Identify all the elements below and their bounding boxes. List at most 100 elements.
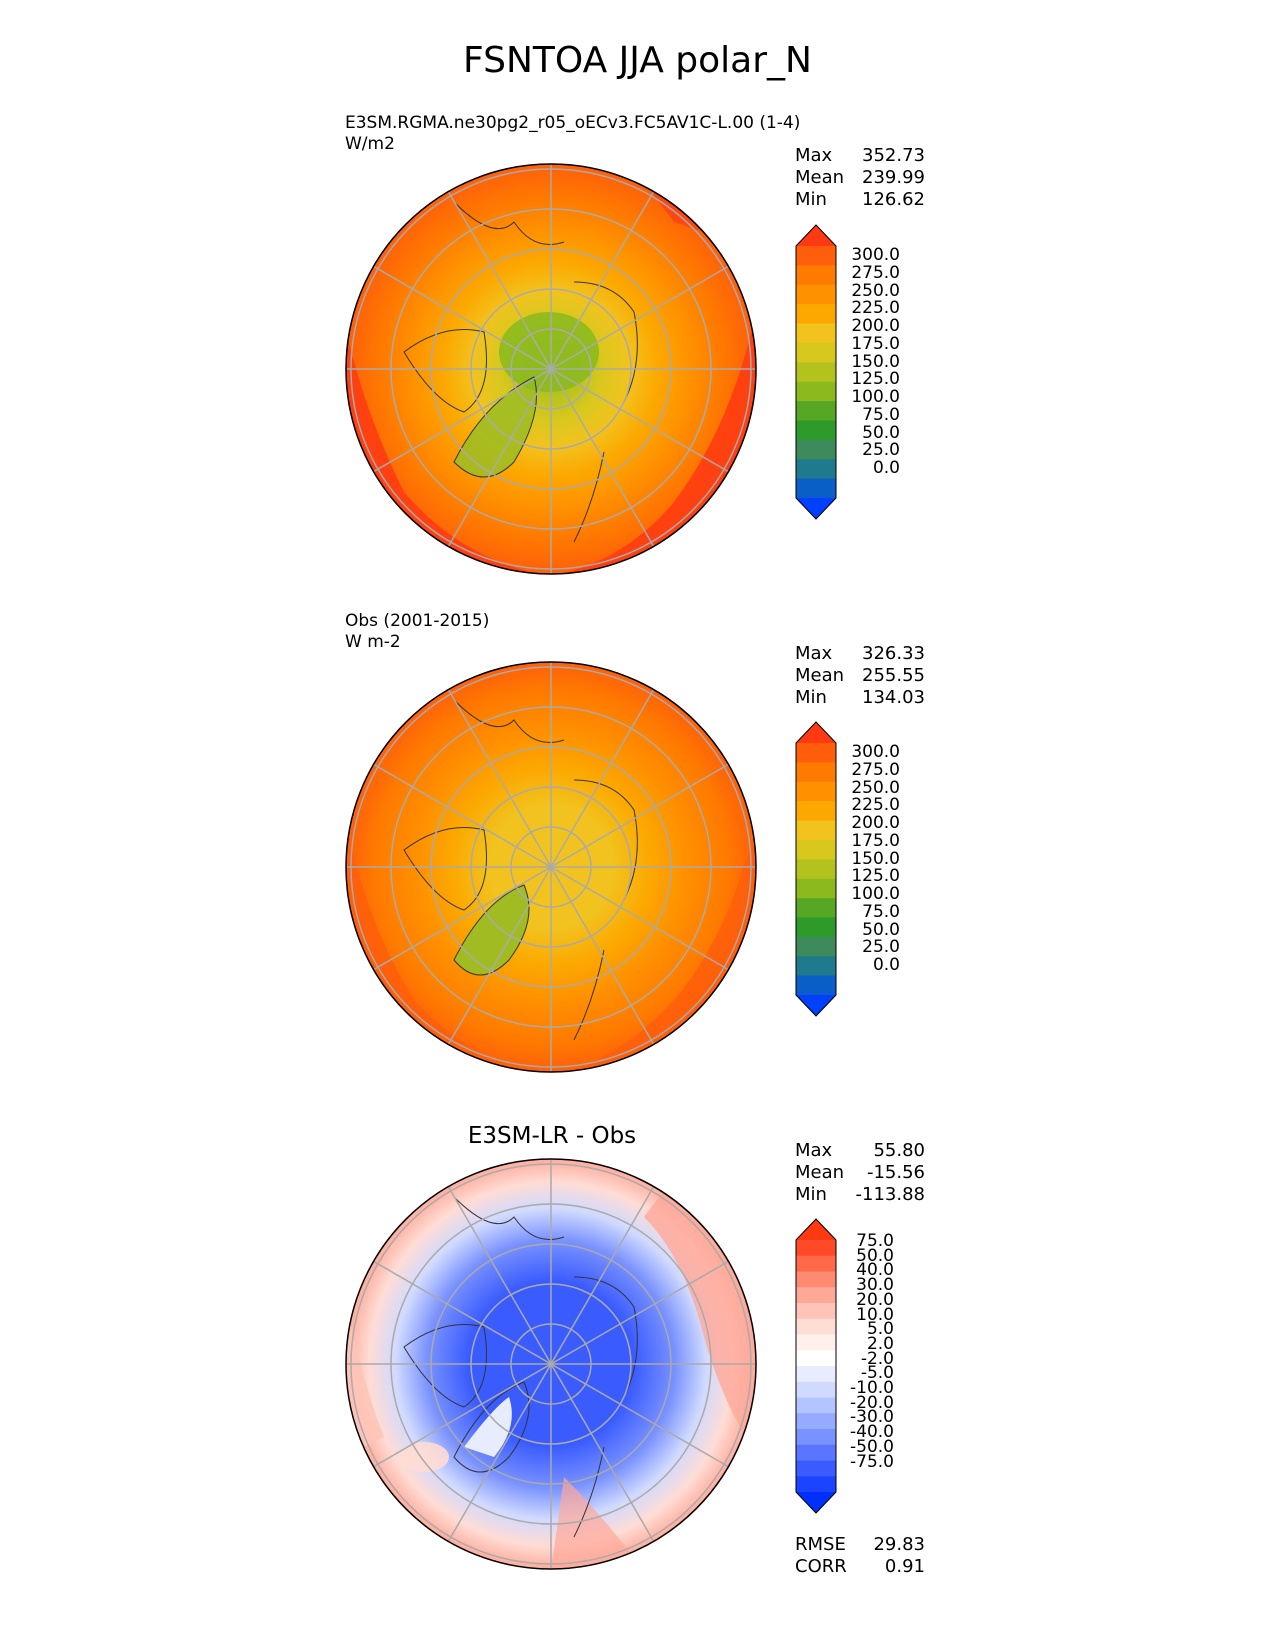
colorbar-segment [796,1318,836,1335]
colorbar-segment [796,304,836,325]
colorbar-tick-label: 225.0 [851,795,900,816]
colorbar-tick-label: 100.0 [851,884,900,905]
panel-1-title: E3SM.RGMA.ne30pg2_r05_oECv3.FC5AV1C-L.00… [345,113,800,155]
colorbar-segment [796,284,836,305]
colorbar-segment [796,898,836,918]
colorbar-segment [796,781,836,802]
colorbar-segment [796,1350,836,1367]
stat-mean: Mean -15.56 [795,1162,925,1183]
metric-corr: CORR 0.91 [795,1556,925,1577]
colorbar-extend-bottom [796,1492,836,1513]
colorbar-tick-label: 30.0 [856,1275,894,1296]
colorbar-segment [796,820,836,841]
colorbar-segment [796,420,836,441]
colorbar-segment [796,1476,836,1493]
colorbar-segment [796,1397,836,1414]
panel-1-units: W/m2 [345,134,395,154]
colorbar-segment [796,743,836,763]
panel-2-units: W m-2 [345,632,401,652]
panel-2-title: Obs (2001-2015) W m-2 [345,611,489,653]
colorbar-extend-top [796,722,836,743]
panel-2-colorbar [795,721,837,1017]
colorbar-tick-label: 0.0 [872,458,900,479]
panel-3-map [345,1158,757,1570]
colorbar-segment [796,859,836,880]
stat-max: Max 326.33 [795,643,925,664]
colorbar-segment [796,1303,836,1320]
colorbar-tick-label: 50.0 [862,422,900,443]
colorbar-segment [796,439,836,460]
colorbar-segment [796,878,836,899]
colorbar-tick-label: 275.0 [851,759,900,780]
colorbar-segment [796,956,836,977]
colorbar-segment [796,1429,836,1446]
colorbar-tick-label: -40.0 [850,1422,894,1443]
panel-1-title-line1: E3SM.RGMA.ne30pg2_r05_oECv3.FC5AV1C-L.00… [345,113,801,133]
colorbar-segment [796,917,836,938]
colorbar-tick-label: 100.0 [851,387,900,408]
colorbar-tick-label: 25.0 [862,937,900,958]
stat-mean: Mean 255.55 [795,665,925,686]
colorbar-segment [796,381,836,402]
colorbar-tick-label: -5.0 [860,1363,894,1384]
colorbar-tick-label: 75.0 [862,404,900,425]
stat-mean: Mean 239.99 [795,167,925,188]
colorbar-segment [796,839,836,860]
colorbar-extend-bottom [796,995,836,1016]
colorbar-extend-top [796,225,836,246]
colorbar-segment [796,362,836,383]
colorbar-tick-label: -75.0 [850,1451,894,1472]
colorbar-tick-label: 125.0 [851,369,900,390]
colorbar-tick-label: 0.0 [872,955,900,976]
stat-max: Max 55.80 [795,1140,925,1161]
colorbar-segment [796,975,836,996]
colorbar-tick-label: 150.0 [851,848,900,869]
colorbar-segment [796,246,836,266]
panel-1-stats: Max 352.73 Mean 239.99 Min 126.62 [795,145,925,211]
figure-title: FSNTOA JJA polar_N [463,40,812,81]
colorbar-tick-label: 150.0 [851,351,900,372]
colorbar-tick-label: 200.0 [851,813,900,834]
panel-2-stats: Max 326.33 Mean 255.55 Min 134.03 [795,643,925,709]
colorbar-tick-label: 75.0 [862,901,900,922]
colorbar-tick-label: 75.0 [856,1231,894,1251]
colorbar-tick-label: 300.0 [851,742,900,762]
colorbar-tick-label: -10.0 [850,1378,894,1398]
colorbar-tick-label: 40.0 [856,1260,894,1281]
panel-3-title: E3SM-LR - Obs [467,1123,637,1149]
colorbar-tick-label: 175.0 [851,333,900,354]
colorbar-tick-label: 250.0 [851,280,900,301]
colorbar-tick-label: 20.0 [856,1289,894,1310]
panel-2-title-line1: Obs (2001-2015) [345,611,490,631]
colorbar-extend-bottom [796,498,836,519]
colorbar-tick-label: 200.0 [851,316,900,337]
colorbar-tick-label: 5.0 [866,1319,894,1340]
colorbar-tick-label: 300.0 [851,245,900,265]
colorbar-segment [796,401,836,421]
colorbar-segment [796,478,836,499]
colorbar-segment [796,1240,836,1257]
colorbar-outline [795,224,837,520]
colorbar-segment [796,1460,836,1477]
colorbar-segment [796,936,836,957]
colorbar-segment [796,265,836,286]
colorbar-segment [796,1287,836,1304]
colorbar-segment [796,1366,836,1383]
stat-max: Max 352.73 [795,145,925,166]
metric-rmse: RMSE 29.83 [795,1534,925,1555]
colorbar-tick-label: 10.0 [856,1304,894,1325]
colorbar-segment [796,1413,836,1430]
colorbar-segment [796,323,836,344]
colorbar-tick-label: 225.0 [851,298,900,319]
panel-2-map [345,661,757,1073]
colorbar-tick-label: 125.0 [851,866,900,887]
colorbar-segment [796,1255,836,1272]
colorbar-segment [796,459,836,480]
colorbar-tick-label: 175.0 [851,830,900,851]
colorbar-tick-label: 50.0 [856,1245,894,1266]
colorbar-outline [795,1218,837,1514]
colorbar-segment [796,762,836,783]
colorbar-tick-label: 275.0 [851,262,900,283]
colorbar-tick-label: 50.0 [862,919,900,940]
colorbar-tick-label: -20.0 [850,1392,894,1413]
